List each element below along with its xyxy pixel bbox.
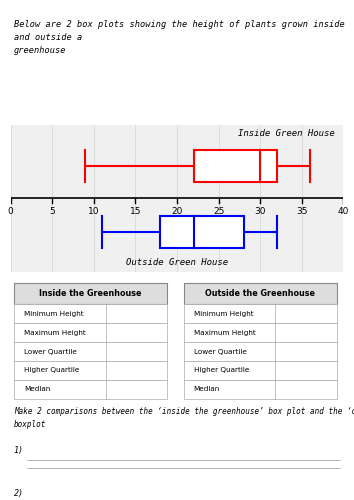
Bar [184,324,337,342]
Bar [184,283,337,304]
Text: 2): 2) [14,488,24,498]
Text: 5: 5 [49,207,55,216]
Bar [14,324,167,342]
Text: Higher Quartile: Higher Quartile [24,368,79,374]
Bar [14,361,167,380]
Text: Outside Green House: Outside Green House [126,258,228,268]
Bar [14,380,167,398]
Text: Minimum Height: Minimum Height [194,311,253,317]
Bar [184,304,337,324]
Bar [184,342,337,361]
Text: Inside the Greenhouse: Inside the Greenhouse [39,290,142,298]
Bar [160,216,244,248]
Text: Below are 2 box plots showing the height of plants grown inside and outside a
gr: Below are 2 box plots showing the height… [14,20,345,56]
Text: Minimum Height: Minimum Height [24,311,84,317]
Text: Maximum Height: Maximum Height [24,330,86,336]
Bar [14,283,167,304]
Text: Make 2 comparisons between the ‘inside the greenhouse’ box plot and the ‘outside: Make 2 comparisons between the ‘inside t… [14,407,354,428]
Text: 0: 0 [8,207,13,216]
Text: Outside the Greenhouse: Outside the Greenhouse [205,290,315,298]
Text: 10: 10 [88,207,99,216]
Text: Inside Green House: Inside Green House [238,129,335,138]
Text: 35: 35 [296,207,308,216]
Text: Median: Median [24,386,50,392]
Text: 15: 15 [130,207,141,216]
Text: 40: 40 [338,207,349,216]
Text: 25: 25 [213,207,224,216]
Bar [184,361,337,380]
Bar [14,342,167,361]
Text: Lower Quartile: Lower Quartile [24,348,77,354]
Text: 20: 20 [171,207,183,216]
Text: Lower Quartile: Lower Quartile [194,348,246,354]
Bar [14,304,167,324]
Text: 30: 30 [255,207,266,216]
Bar [184,380,337,398]
Text: Higher Quartile: Higher Quartile [194,368,249,374]
Bar [194,150,277,182]
Text: Maximum Height: Maximum Height [194,330,255,336]
Text: Median: Median [194,386,220,392]
Text: 1): 1) [14,446,24,455]
